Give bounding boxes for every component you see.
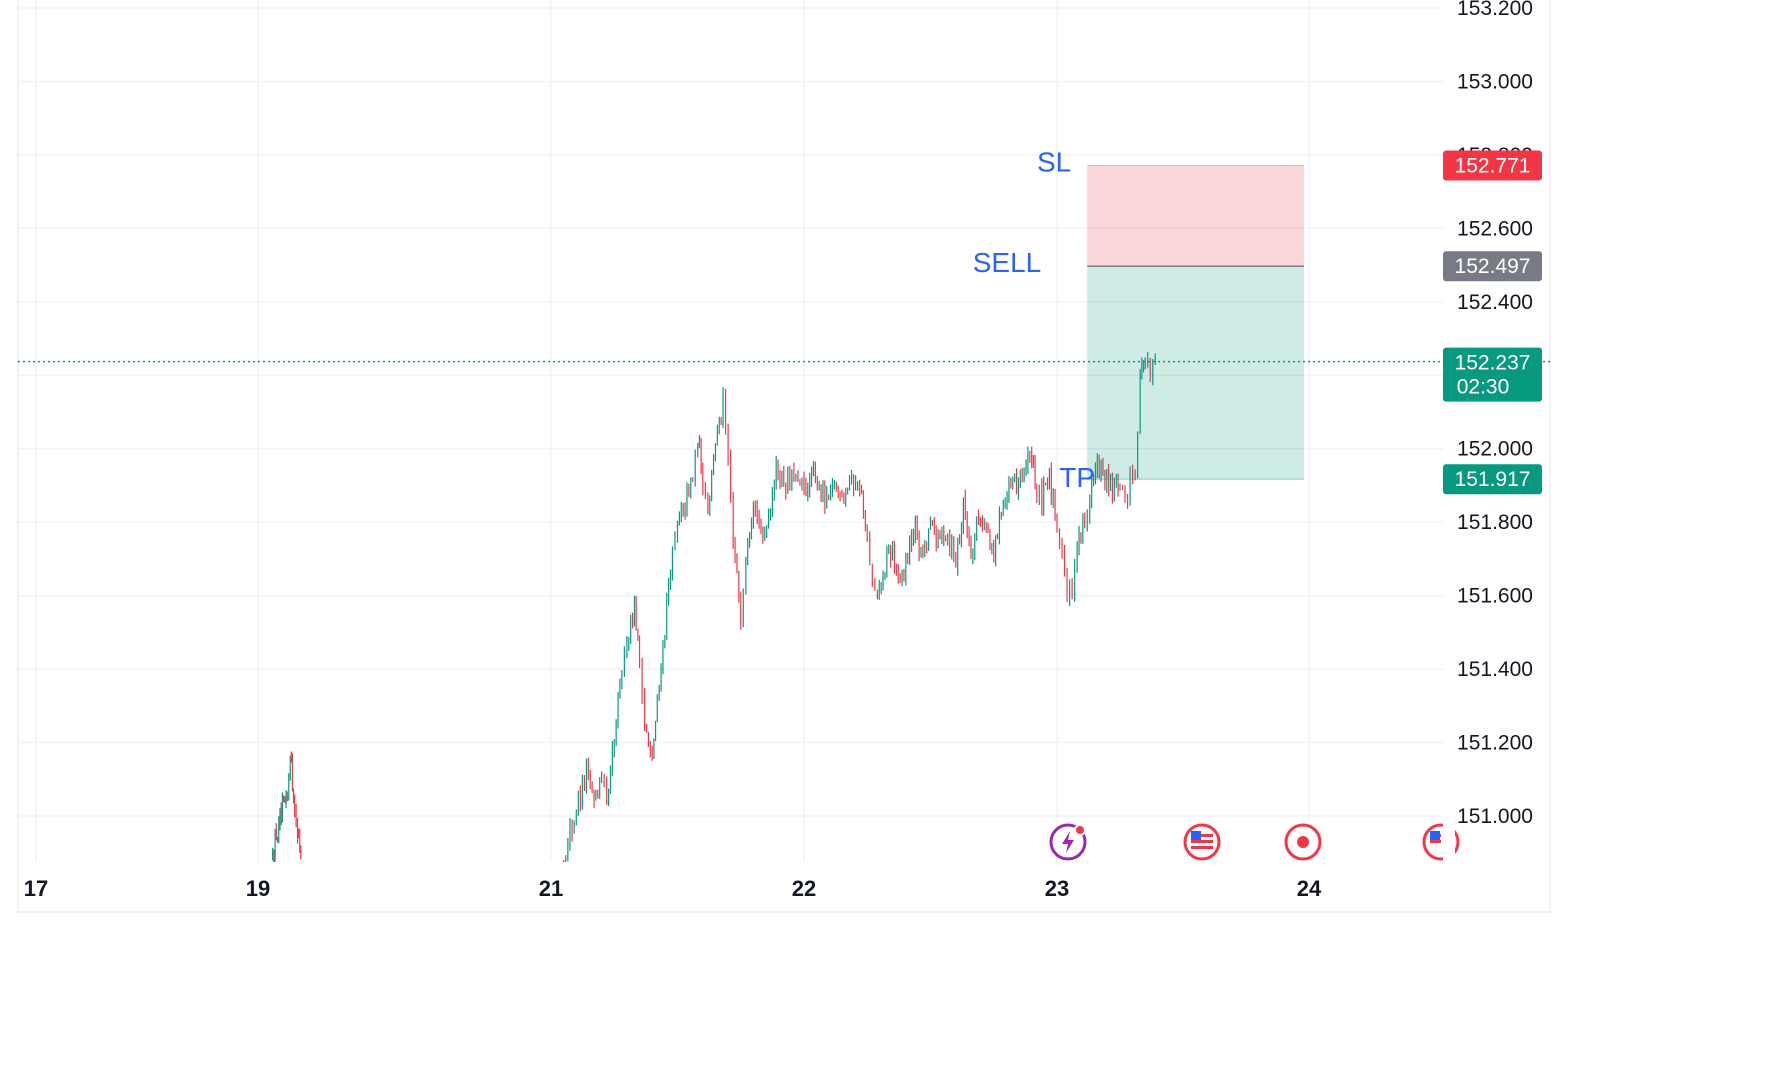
sl-label: SL bbox=[1037, 147, 1071, 178]
sell-label: SELL bbox=[973, 247, 1042, 278]
event-icon-clip bbox=[1443, 818, 1455, 868]
us-flag-event-icon[interactable] bbox=[1183, 823, 1221, 861]
economic-events[interactable] bbox=[1049, 823, 1460, 861]
time-tick-label: 22 bbox=[792, 876, 816, 901]
time-tick-label: 23 bbox=[1045, 876, 1069, 901]
record-event-icon[interactable] bbox=[1284, 823, 1322, 861]
bar-countdown: 02:30 bbox=[1457, 376, 1510, 399]
take-profit-price-tag bbox=[1443, 464, 1542, 495]
price-axis-tags: 152.771 152.497 152.237 02:30 151.917 bbox=[1443, 150, 1542, 495]
lightning-event-icon[interactable] bbox=[1049, 823, 1087, 861]
time-tick-label: 19 bbox=[246, 876, 270, 901]
price-tick-label: 151.200 bbox=[1457, 732, 1533, 755]
price-tick-label: 151.800 bbox=[1457, 511, 1533, 534]
chart-grid bbox=[17, 0, 1551, 913]
stop-loss-price: 152.771 bbox=[1455, 155, 1531, 178]
entry-price-tag bbox=[1443, 251, 1542, 282]
price-tick-label: 151.400 bbox=[1457, 658, 1533, 681]
price-tick-label: 152.400 bbox=[1457, 291, 1533, 314]
take-profit-price: 151.917 bbox=[1455, 468, 1531, 491]
price-tick-label: 151.000 bbox=[1457, 805, 1533, 828]
time-tick-label: 17 bbox=[24, 876, 48, 901]
price-tick-label: 151.600 bbox=[1457, 585, 1533, 608]
time-tick-label: 24 bbox=[1297, 876, 1322, 901]
stop-loss-zone[interactable] bbox=[1087, 165, 1304, 267]
current-price: 152.237 bbox=[1455, 352, 1531, 375]
time-axis[interactable]: 17 19 21 22 23 24 bbox=[24, 876, 1322, 901]
candlestick-series bbox=[272, 352, 1156, 862]
price-tick-label: 153.200 bbox=[1457, 0, 1533, 20]
stop-loss-price-tag bbox=[1443, 150, 1542, 181]
entry-price: 152.497 bbox=[1455, 255, 1531, 278]
price-tick-label: 153.000 bbox=[1457, 70, 1533, 93]
price-tick-label: 152.000 bbox=[1457, 438, 1533, 461]
take-profit-zone[interactable] bbox=[1087, 266, 1304, 480]
current-price-tag bbox=[1443, 347, 1542, 402]
short-position-tool[interactable]: SL SELL TP bbox=[973, 147, 1304, 494]
price-tick-label: 152.600 bbox=[1457, 217, 1533, 240]
tp-label: TP bbox=[1059, 462, 1095, 493]
time-tick-label: 21 bbox=[539, 876, 563, 901]
